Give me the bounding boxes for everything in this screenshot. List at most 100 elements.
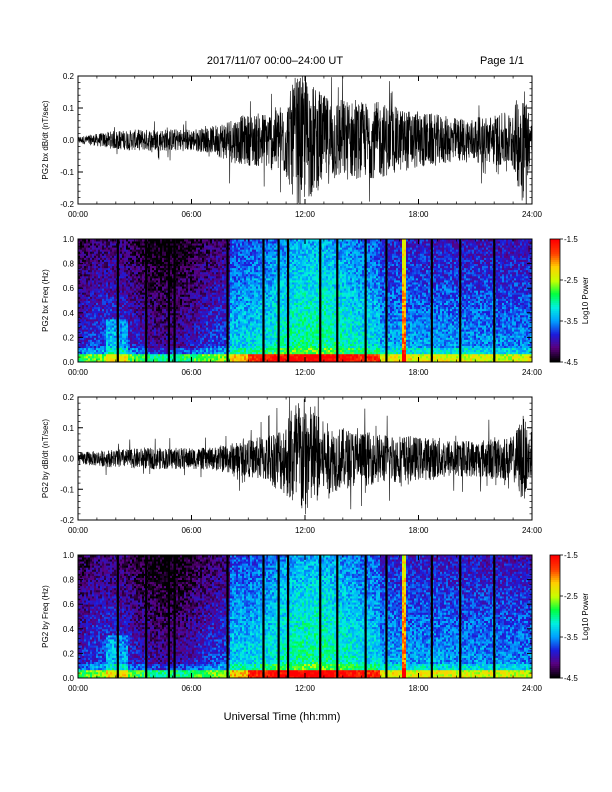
spectrogram-cell: [104, 329, 107, 332]
spectrogram-cell: [140, 341, 143, 344]
spectrogram-cell: [112, 359, 115, 363]
spectrogram-cell: [106, 257, 109, 260]
spectrogram-cell: [126, 253, 129, 256]
spectrogram-cell: [130, 304, 133, 308]
spectrogram-cell: [110, 337, 113, 340]
spectrogram-cell: [172, 243, 175, 246]
spectrogram-cell: [148, 335, 151, 338]
spectrogram-cell: [92, 312, 95, 316]
spectrogram-cell: [96, 335, 99, 338]
spectrogram-cell: [172, 321, 175, 324]
spectrogram-cell: [152, 273, 155, 277]
spectrogram-cell: [148, 357, 151, 361]
spectrogram-cell: [170, 296, 173, 299]
spectrogram-cell: [78, 337, 81, 340]
spectrogram-cell: [118, 355, 121, 359]
spectrogram-cell: [188, 345, 191, 349]
spectrogram-cell: [130, 275, 133, 279]
spectrogram-cell: [80, 271, 83, 275]
spectrogram-cell: [84, 323, 87, 326]
spectrogram-cell: [152, 292, 155, 295]
spectrogram-cell: [126, 243, 129, 246]
spectrogram-cell: [190, 296, 193, 299]
spectrogram-cell: [108, 335, 111, 338]
spectrogram-cell: [114, 302, 117, 305]
spectrogram-cell: [102, 257, 105, 260]
spectrogram-cell: [138, 302, 141, 305]
spectrogram-cell: [136, 294, 139, 297]
spectrogram-cell: [130, 296, 133, 299]
spectrogram-cell: [100, 275, 103, 279]
spectrogram-cell: [94, 294, 97, 297]
spectrogram-cell: [108, 259, 111, 262]
spectrogram-cell: [130, 267, 133, 271]
spectrogram-cell: [152, 288, 155, 291]
spectrogram-cell: [148, 314, 151, 318]
spectrogram-cell: [154, 335, 157, 338]
spectrogram-cell: [178, 239, 181, 242]
spectrogram-cell: [180, 245, 183, 248]
spectrogram-cell: [94, 286, 97, 289]
spectrogram-cell: [142, 239, 145, 242]
spectrogram-cell: [94, 302, 97, 305]
spectrogram-cell: [112, 337, 115, 340]
spectrogram-cell: [186, 239, 189, 242]
spectrogram-cell: [178, 257, 181, 260]
spectrogram-cell: [152, 239, 155, 242]
spectrogram-cell: [184, 331, 187, 334]
spectrogram-cell: [164, 302, 167, 305]
spectrogram-cell: [100, 290, 103, 293]
spectrogram-cell: [94, 261, 97, 264]
spectrogram-cell: [98, 243, 101, 246]
spectrogram-cell: [112, 310, 115, 314]
spectrogram-cell: [138, 314, 141, 318]
spectrogram-cell: [128, 247, 131, 250]
spectrogram-cell: [158, 359, 161, 363]
spectrogram-cell: [118, 284, 121, 287]
spectrogram-cell: [182, 325, 185, 328]
spectrogram-cell: [132, 275, 135, 279]
spectrogram-cell: [112, 306, 115, 310]
spectrogram-cell: [106, 347, 109, 351]
spectrogram-cell: [108, 275, 111, 279]
spectrogram-cell: [100, 343, 103, 346]
spectrogram-cell: [162, 308, 165, 312]
spectrogram-cell: [114, 261, 117, 264]
spectrogram-cell: [158, 288, 161, 291]
spectrogram-cell: [114, 267, 117, 271]
spectrogram-cell: [118, 269, 121, 273]
spectrogram-cell: [132, 265, 135, 269]
spectrogram-cell: [142, 280, 145, 283]
spectrogram-cell: [106, 273, 109, 277]
spectrogram-cell: [154, 292, 157, 295]
spectrogram-cell: [120, 271, 123, 275]
spectrogram-cell: [134, 273, 137, 277]
spectrogram-cell: [184, 353, 187, 357]
spectrogram-cell: [102, 275, 105, 279]
spectrogram-cell: [178, 286, 181, 289]
spectrogram-cell: [186, 259, 189, 262]
spectrogram-cell: [152, 353, 155, 357]
spectrogram-cell: [98, 277, 101, 281]
spectrogram-cell: [182, 323, 185, 326]
spectrogram-cell: [84, 259, 87, 262]
spectrogram-cell: [142, 335, 145, 338]
spectrogram-cell: [126, 263, 129, 267]
spectrogram-cell: [98, 257, 101, 260]
spectrogram-cell: [178, 277, 181, 281]
spectrogram-cell: [172, 359, 175, 363]
spectrogram-cell: [88, 286, 91, 289]
spectrogram-cell: [130, 353, 133, 357]
spectrogram-cell: [86, 292, 89, 295]
spectrogram-cell: [180, 355, 183, 359]
spectrogram-cell: [156, 267, 159, 271]
spectrogram-cell: [184, 298, 187, 301]
spectrogram-cell: [158, 265, 161, 269]
spectrogram-cell: [190, 351, 193, 355]
spectrogram-cell: [92, 253, 95, 256]
spectrogram-cell: [92, 273, 95, 277]
spectrogram-cell: [166, 249, 169, 252]
spectrogram-cell: [184, 318, 187, 322]
spectrogram-cell: [120, 333, 123, 336]
spectrogram-cell: [110, 339, 113, 342]
